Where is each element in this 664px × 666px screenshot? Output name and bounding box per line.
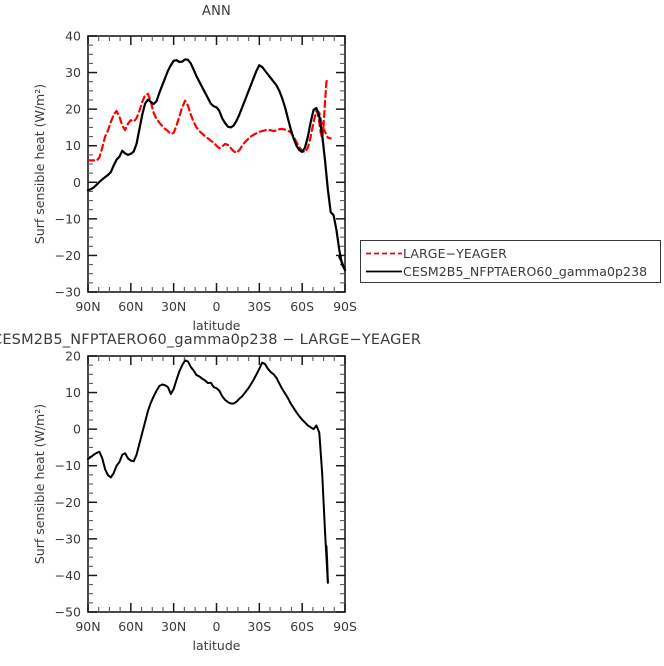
y-tick-label: −30: [55, 531, 81, 546]
panel-diff: CESM2B5_NFPTAERO60_gamma0p238 − LARGE−YE…: [0, 330, 664, 666]
legend-swatch-large-yeager: [366, 252, 402, 254]
y-tick-label: 0: [73, 422, 81, 437]
plot-frame: [87, 355, 346, 613]
series-line-segment: [325, 545, 329, 584]
x-tick-label: 60S: [290, 619, 314, 634]
x-tick-label: 90N: [75, 619, 100, 634]
y-tick-label: 30: [65, 65, 81, 80]
x-tick-label: 30S: [247, 619, 271, 634]
x-tick-label: 90S: [333, 619, 357, 634]
legend-row: CESM2B5_NFPTAERO60_gamma0p238: [366, 262, 655, 280]
series-line: [86, 92, 332, 162]
x-tick-label: 90S: [333, 299, 357, 314]
y-tick-label: −30: [55, 285, 81, 300]
legend-swatch-cesm2b5: [366, 270, 402, 272]
legend-row: LARGE−YEAGER: [366, 244, 655, 262]
legend: LARGE−YEAGER CESM2B5_NFPTAERO60_gamma0p2…: [360, 240, 661, 283]
x-tick-label: 0: [213, 619, 221, 634]
series-line: [87, 359, 329, 584]
plot-frame: [87, 35, 346, 293]
legend-label-cesm2b5: CESM2B5_NFPTAERO60_gamma0p238: [403, 263, 648, 279]
x-axis-label: latitude: [193, 638, 241, 653]
y-tick-label: 40: [65, 29, 81, 44]
y-tick-label: 20: [65, 102, 81, 117]
x-tick-label: 30S: [247, 299, 271, 314]
x-tick-label: 0: [213, 299, 221, 314]
y-tick-label: −50: [55, 605, 81, 620]
y-tick-label: 20: [65, 349, 81, 364]
panel-ann-title: ANN: [202, 4, 231, 19]
panel-diff-title: CESM2B5_NFPTAERO60_gamma0p238 − LARGE−YE…: [0, 332, 422, 348]
x-axis-label: latitude: [193, 318, 241, 333]
x-tick-label: 60N: [118, 619, 143, 634]
panel-ann: ANN 90N 60N 30N 0 30S 60S 90S −30 −20 −10 0 10 20 30 4…: [0, 0, 664, 334]
y-tick-label: −10: [55, 458, 81, 473]
y-tick-label: 10: [65, 138, 81, 153]
y-axis-label: Surf sensible heat (W/m²): [32, 404, 47, 564]
y-axis-label: Surf sensible heat (W/m²): [32, 84, 47, 244]
x-tick-label: 60S: [290, 299, 314, 314]
y-tick-label: −20: [55, 495, 81, 510]
panel-diff-plot: 90N 60N 30N 0 30S 60S 90S −50 −40 −30 −20 −10 0 10 20 l…: [32, 349, 357, 654]
legend-label-large-yeager: LARGE−YEAGER: [403, 245, 507, 261]
x-tick-label: 90N: [75, 299, 100, 314]
x-tick-label: 30N: [161, 299, 186, 314]
panel-ann-plot: 90N 60N 30N 0 30S 60S 90S −30 −20 −10 0 10 20 30 40 lat…: [32, 29, 357, 334]
series-line: [86, 58, 347, 272]
series-line-segment: [338, 255, 347, 272]
x-tick-label: 60N: [118, 299, 143, 314]
x-tick-label: 30N: [161, 619, 186, 634]
y-tick-label: 0: [73, 175, 81, 190]
y-tick-label: −40: [55, 568, 81, 583]
y-tick-label: 10: [65, 385, 81, 400]
y-tick-label: −20: [55, 248, 81, 263]
y-tick-label: −10: [55, 211, 81, 226]
